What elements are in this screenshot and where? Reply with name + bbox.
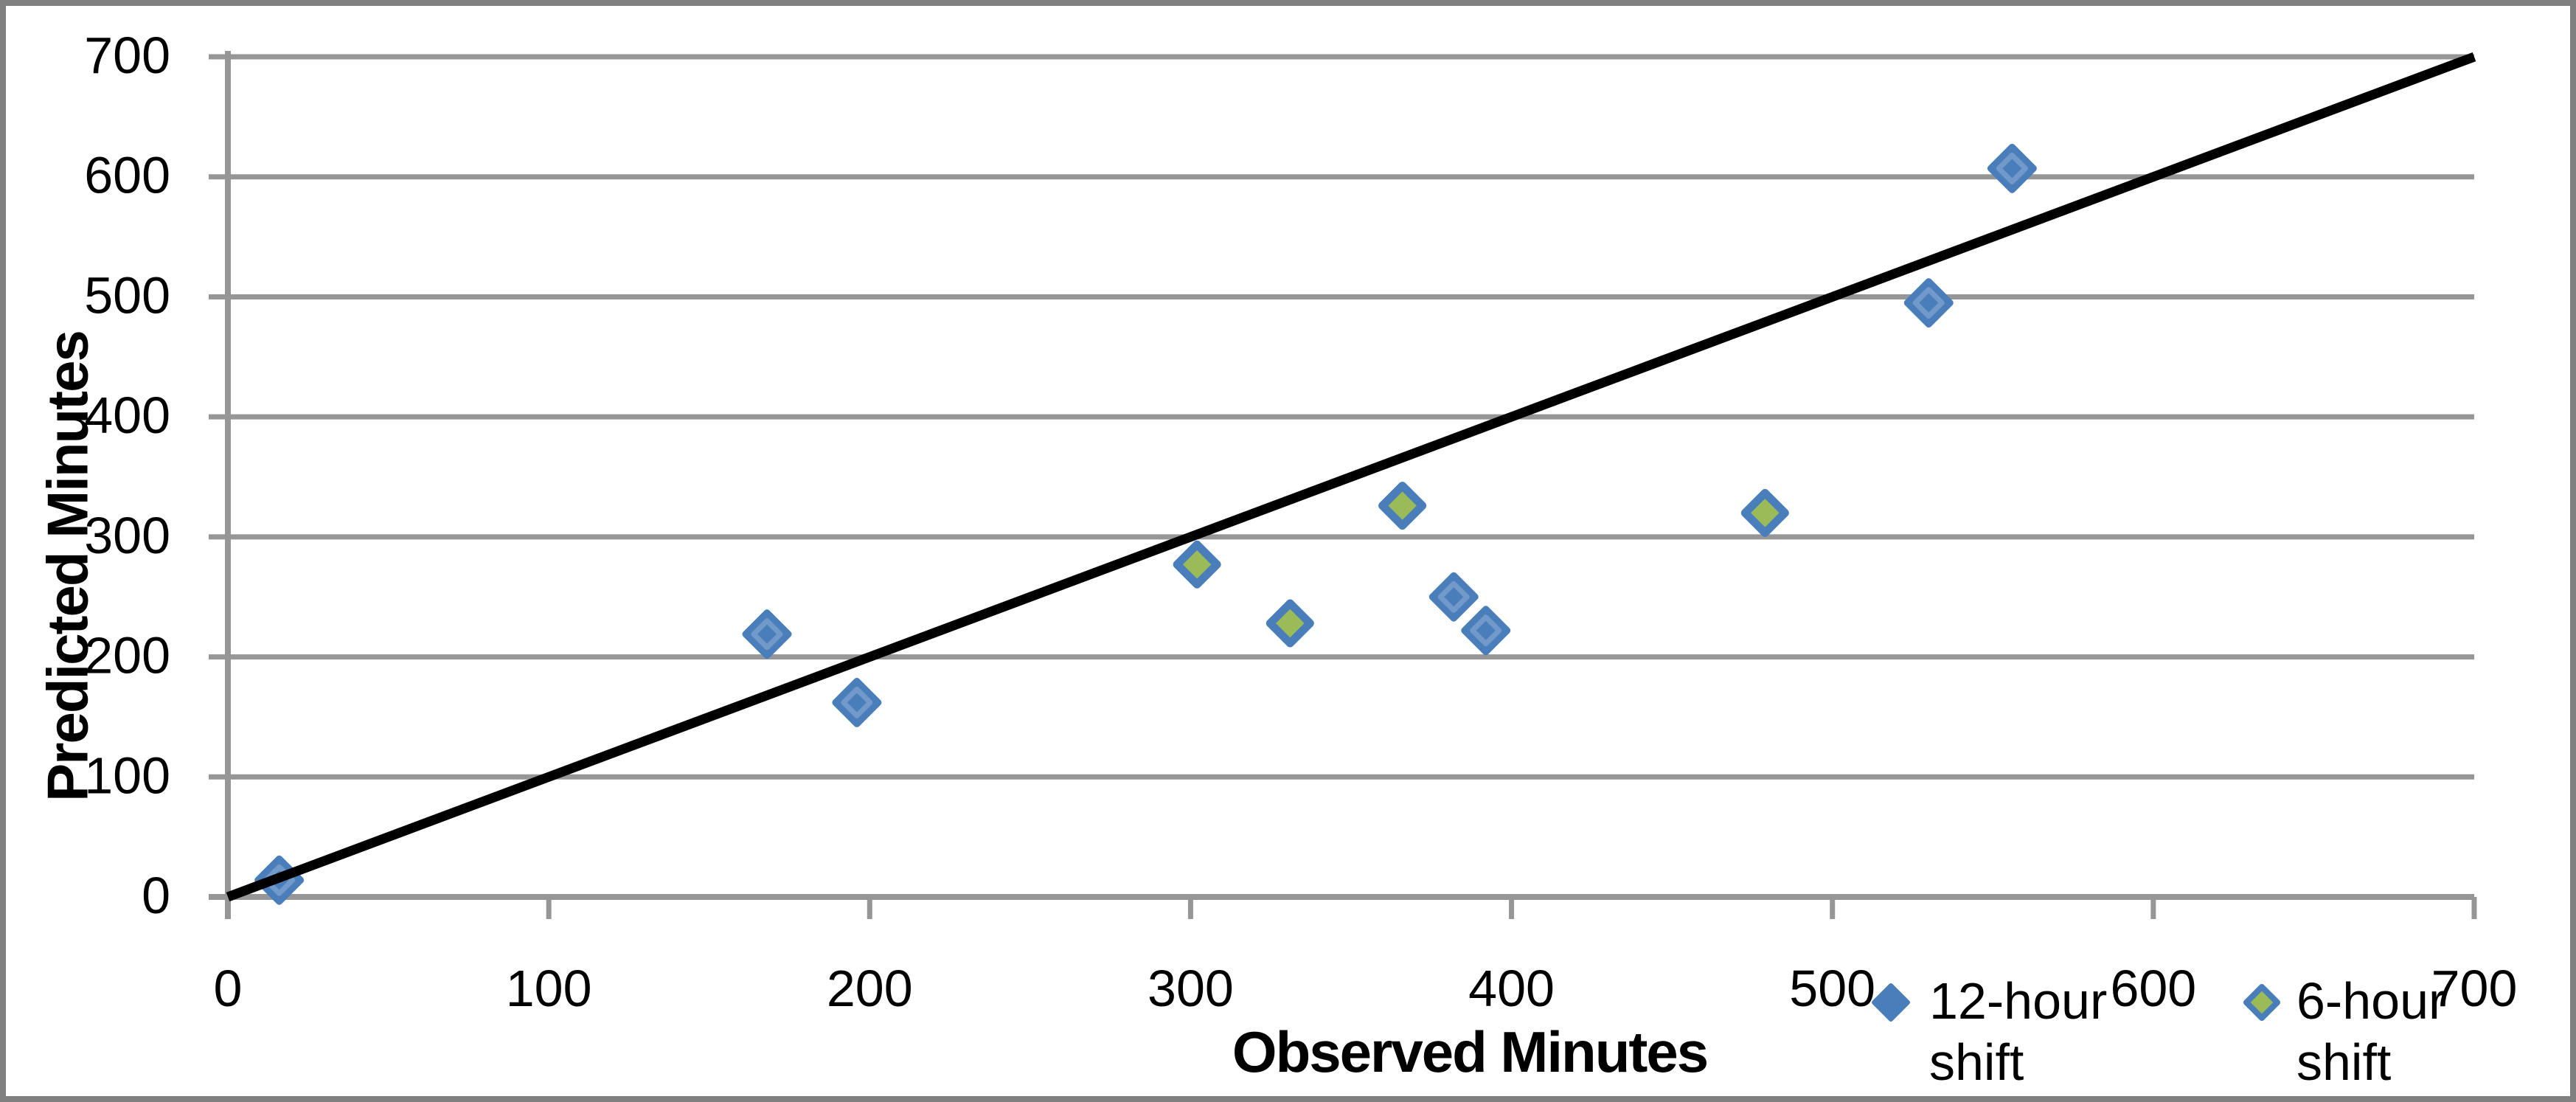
x-tick-label-500: 500 — [1789, 960, 1875, 1017]
marker-12-hour-shift-196-162 — [832, 677, 882, 727]
marker-highlight — [1996, 152, 2028, 184]
marker-12-hour-shift-392-222 — [1461, 606, 1511, 656]
identity-line — [226, 52, 2476, 902]
marker-6-hour-shift-302-277 — [1173, 540, 1221, 589]
x-tick-label-100: 100 — [506, 960, 592, 1017]
marker-6-hour-shift-479-320 — [1740, 488, 1789, 537]
legend-label-6-hour-shift-line1: 6-hour — [2296, 972, 2445, 1030]
y-tick-label-500: 500 — [84, 266, 170, 324]
y-tick-label-300: 300 — [84, 507, 170, 564]
marker-12-hour-shift-168-219 — [742, 609, 792, 659]
marker-highlight — [841, 686, 873, 718]
x-tick-label-700: 700 — [2431, 960, 2518, 1017]
legend-marker-6-hour-shift — [2243, 984, 2280, 1021]
legend-marker-12-hour-shift — [1872, 983, 1910, 1022]
x-tick-label-0: 0 — [214, 960, 243, 1017]
marker-highlight — [751, 618, 783, 651]
marker-highlight — [1912, 287, 1945, 319]
marker-highlight — [1470, 614, 1502, 647]
legend-label-12-hour-shift-line1: 12-hour — [1929, 972, 2107, 1030]
x-axis-title: Observed Minutes — [1232, 1019, 1709, 1085]
marker-12-hour-shift-530-495 — [1903, 278, 1954, 328]
scatter-plot: 0 100 200 300 400 500 600 700 0 100 200 300 400 500 60… — [84, 27, 2518, 1091]
x-tick-label-600: 600 — [2110, 960, 2196, 1017]
marker-6-hour-shift-366-326 — [1378, 482, 1427, 530]
y-tick-label-0: 0 — [142, 867, 170, 924]
marker-6-hour-shift-331-228 — [1266, 599, 1314, 648]
y-tick-label-700: 700 — [84, 27, 170, 84]
marker-12-hour-shift-382-250 — [1428, 572, 1479, 622]
marker-12-hour-shift-556-607 — [1987, 143, 2037, 193]
y-tick-label-100: 100 — [84, 746, 170, 804]
y-tick-label-600: 600 — [84, 147, 170, 204]
marker-highlight — [1437, 581, 1470, 613]
legend-label-6-hour-shift-line2: shift — [2296, 1033, 2391, 1091]
y-tick-label-200: 200 — [84, 627, 170, 685]
x-tick-label-300: 300 — [1148, 960, 1234, 1017]
legend-label-12-hour-shift-line2: shift — [1929, 1033, 2024, 1091]
y-tick-label-400: 400 — [84, 387, 170, 444]
x-tick-label-400: 400 — [1468, 960, 1555, 1017]
x-tick-label-200: 200 — [827, 960, 913, 1017]
y-axis-title: Predicted Minutes — [35, 331, 100, 802]
